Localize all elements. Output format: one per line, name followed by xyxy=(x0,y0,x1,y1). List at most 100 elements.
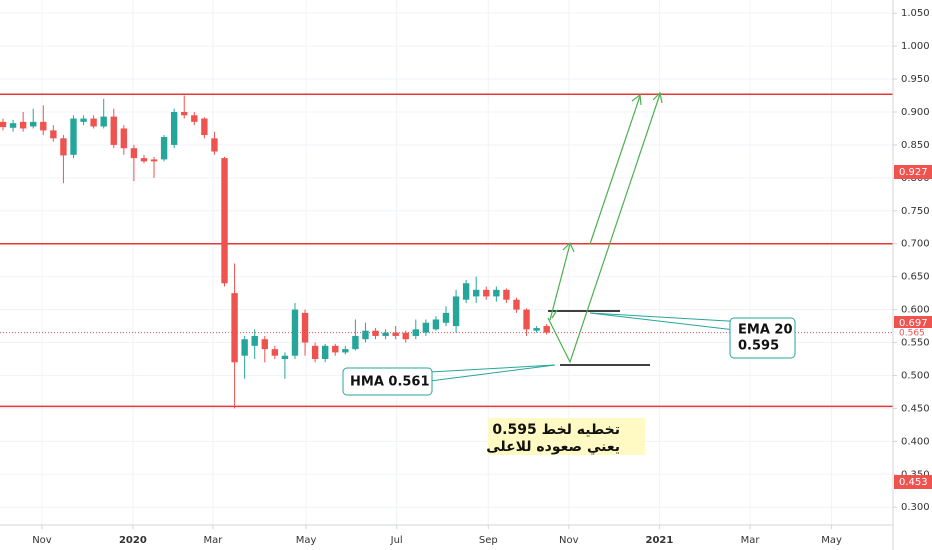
y-tick-label: 0.400 xyxy=(901,436,930,447)
ema-value: 0.595 xyxy=(738,339,779,354)
pointer xyxy=(589,312,736,331)
candle-body xyxy=(301,312,309,343)
arrow xyxy=(551,309,558,319)
y-tick-label: 0.950 xyxy=(901,74,930,85)
pointer xyxy=(429,364,556,373)
axes: 0.300 0.350 0.400 0.450 0.500 0.550 0.600 0.650… xyxy=(32,8,932,546)
candle-body xyxy=(150,159,158,162)
candle-body xyxy=(311,345,319,360)
y-tick-label: 0.700 xyxy=(901,239,930,250)
candle-body xyxy=(332,345,339,353)
arrow xyxy=(549,243,571,321)
price-label-box xyxy=(894,475,932,489)
arrow xyxy=(547,93,661,364)
y-tick-label: 0.900 xyxy=(901,107,930,118)
ema-label: EMA 20 xyxy=(738,323,793,338)
y-tick-label: 0.750 xyxy=(901,206,930,217)
candle-body xyxy=(170,111,178,145)
price-label-box xyxy=(894,165,932,179)
candle-body xyxy=(40,121,47,131)
price-label-box xyxy=(894,328,932,338)
candle-body xyxy=(342,349,349,353)
candle-body xyxy=(392,332,399,336)
y-tick-label: 1.050 xyxy=(901,8,930,19)
candle-body xyxy=(291,309,299,356)
pointer xyxy=(429,364,556,382)
y-tick-label: 0.500 xyxy=(901,370,930,381)
candle-body xyxy=(382,332,389,336)
ema-box xyxy=(729,317,796,359)
y-tick-label: 0.350 xyxy=(901,469,930,480)
candle-body xyxy=(261,339,268,350)
hma-label: HMA 0.561 xyxy=(350,375,430,390)
candle-body xyxy=(493,289,500,297)
x-tick-label: May xyxy=(821,535,842,546)
candle-body xyxy=(543,326,550,333)
x-tick-label: Sep xyxy=(479,535,498,546)
callout-pointers xyxy=(429,312,746,382)
y-tick-label: 0.450 xyxy=(901,403,930,414)
candle-body xyxy=(533,328,540,331)
pointer xyxy=(589,312,746,323)
candle-body xyxy=(130,148,138,159)
candle-body xyxy=(442,312,450,323)
y-tick-label: 0.550 xyxy=(901,338,930,349)
x-tick-label: 2021 xyxy=(646,535,674,546)
candle-body xyxy=(513,299,520,310)
candle-body xyxy=(30,121,37,127)
y-tick-label: 0.650 xyxy=(901,272,930,283)
x-tick-label: Mar xyxy=(203,535,223,546)
candle-body xyxy=(181,111,188,116)
candle-body xyxy=(80,118,87,122)
candle-body xyxy=(50,130,57,139)
candle-body xyxy=(60,138,67,156)
candles xyxy=(0,95,550,409)
arrowhead xyxy=(562,241,575,253)
candle-body xyxy=(191,115,198,122)
y-tick-label: 0.850 xyxy=(901,140,930,151)
candle-body xyxy=(472,289,480,297)
price-label: 0.697 xyxy=(899,318,928,329)
hma-box xyxy=(342,367,433,396)
arrowhead xyxy=(631,93,642,106)
candle-body xyxy=(211,138,218,152)
price-label: 0.453 xyxy=(899,477,928,488)
candle-body xyxy=(19,121,27,129)
x-tick-label: Nov xyxy=(32,535,52,546)
candle-body xyxy=(271,349,279,356)
y-tick-label: 0.300 xyxy=(901,502,930,513)
candle-body xyxy=(110,116,117,145)
y-tick-label: 1.000 xyxy=(901,41,930,52)
x-tick-label: May xyxy=(296,535,317,546)
x-tick-label: Mar xyxy=(741,535,761,546)
arrows xyxy=(547,91,663,364)
note-line: يعني صعوده للاعلى xyxy=(486,439,620,455)
candle-body xyxy=(402,332,409,340)
candle-body xyxy=(9,123,17,128)
candle-body xyxy=(412,329,419,336)
candle-body xyxy=(483,289,490,297)
candle-body xyxy=(432,319,440,330)
price-label-box xyxy=(894,316,932,330)
candle-body xyxy=(422,322,430,333)
candle-body xyxy=(372,330,379,336)
candle-body xyxy=(362,330,369,340)
candle-body xyxy=(160,137,168,160)
candle-body xyxy=(251,335,258,346)
candle-body xyxy=(201,118,208,136)
price-label: 0.927 xyxy=(899,167,928,178)
candle-body xyxy=(0,121,7,128)
candle-body xyxy=(352,335,359,350)
candle-body xyxy=(100,116,107,127)
candle-body xyxy=(120,128,128,149)
candle-body xyxy=(321,345,329,360)
candle-body xyxy=(70,118,77,155)
price-label: 0.565 xyxy=(899,329,925,339)
candle-body xyxy=(241,339,248,356)
arrowhead xyxy=(652,91,663,104)
candle-body xyxy=(90,118,97,127)
note-line: تخطيه لخط 0.595 xyxy=(492,422,620,438)
y-tick-label: 0.600 xyxy=(901,305,930,316)
